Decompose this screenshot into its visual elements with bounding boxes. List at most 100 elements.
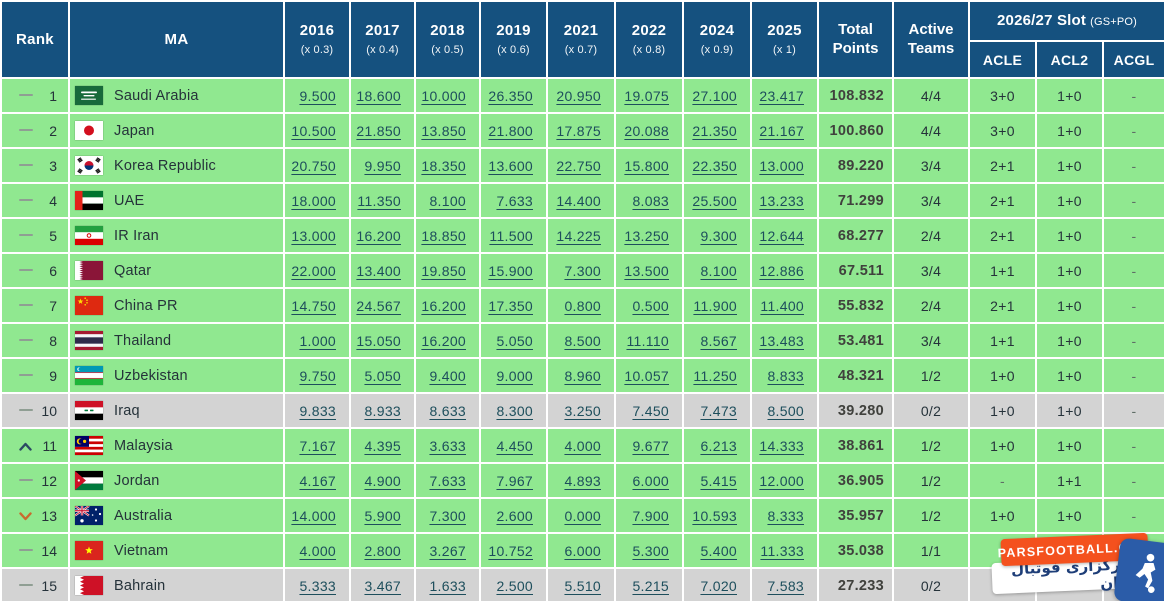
points-link[interactable]: 22.000 bbox=[291, 262, 336, 279]
points-link[interactable]: 9.833 bbox=[299, 402, 336, 419]
points-link[interactable]: 1.000 bbox=[299, 332, 336, 349]
points-link[interactable]: 2.500 bbox=[496, 577, 533, 594]
points-link[interactable]: 11.350 bbox=[357, 192, 401, 209]
points-link[interactable]: 14.225 bbox=[556, 227, 601, 244]
points-link[interactable]: 5.510 bbox=[564, 577, 601, 594]
points-link[interactable]: 7.900 bbox=[632, 507, 669, 524]
points-link[interactable]: 9.500 bbox=[299, 87, 336, 104]
points-link[interactable]: 0.500 bbox=[632, 297, 669, 314]
points-link[interactable]: 19.850 bbox=[421, 262, 466, 279]
points-link[interactable]: 8.500 bbox=[767, 402, 804, 419]
points-link[interactable]: 4.167 bbox=[299, 472, 336, 489]
points-link[interactable]: 16.200 bbox=[421, 297, 466, 314]
points-link[interactable]: 17.875 bbox=[556, 122, 601, 139]
points-link[interactable]: 14.000 bbox=[291, 507, 336, 524]
points-link[interactable]: 9.950 bbox=[364, 157, 401, 174]
points-link[interactable]: 3.467 bbox=[364, 577, 401, 594]
points-link[interactable]: 4.000 bbox=[564, 437, 601, 454]
points-link[interactable]: 25.500 bbox=[692, 192, 737, 209]
points-link[interactable]: 13.400 bbox=[356, 262, 401, 279]
points-link[interactable]: 12.644 bbox=[759, 227, 804, 244]
points-link[interactable]: 15.900 bbox=[488, 262, 533, 279]
points-link[interactable]: 5.050 bbox=[364, 367, 401, 384]
points-link[interactable]: 8.333 bbox=[767, 507, 804, 524]
points-link[interactable]: 12.886 bbox=[759, 262, 804, 279]
points-link[interactable]: 7.167 bbox=[299, 437, 336, 454]
points-link[interactable]: 6.213 bbox=[700, 437, 737, 454]
points-link[interactable]: 3.633 bbox=[429, 437, 466, 454]
points-link[interactable]: 4.900 bbox=[364, 472, 401, 489]
points-link[interactable]: 6.000 bbox=[632, 472, 669, 489]
points-link[interactable]: 26.350 bbox=[488, 87, 533, 104]
points-link[interactable]: 11.900 bbox=[693, 297, 737, 314]
points-link[interactable]: 8.100 bbox=[700, 262, 737, 279]
points-link[interactable]: 22.350 bbox=[692, 157, 737, 174]
points-link[interactable]: 17.350 bbox=[488, 297, 533, 314]
points-link[interactable]: 10.057 bbox=[624, 367, 669, 384]
points-link[interactable]: 8.567 bbox=[700, 332, 737, 349]
points-link[interactable]: 8.633 bbox=[429, 402, 466, 419]
points-link[interactable]: 8.100 bbox=[429, 192, 466, 209]
points-link[interactable]: 4.000 bbox=[299, 542, 336, 559]
points-link[interactable]: 10.500 bbox=[291, 122, 336, 139]
points-link[interactable]: 5.333 bbox=[299, 577, 336, 594]
points-link[interactable]: 23.417 bbox=[759, 87, 804, 104]
points-link[interactable]: 15.800 bbox=[624, 157, 669, 174]
points-link[interactable]: 9.300 bbox=[700, 227, 737, 244]
points-link[interactable]: 20.750 bbox=[291, 157, 336, 174]
points-link[interactable]: 13.000 bbox=[759, 157, 804, 174]
points-link[interactable]: 16.200 bbox=[356, 227, 401, 244]
points-link[interactable]: 7.633 bbox=[496, 192, 533, 209]
points-link[interactable]: 13.483 bbox=[759, 332, 804, 349]
points-link[interactable]: 18.000 bbox=[291, 192, 336, 209]
points-link[interactable]: 7.473 bbox=[700, 402, 737, 419]
points-link[interactable]: 11.500 bbox=[489, 227, 533, 244]
points-link[interactable]: 10.752 bbox=[488, 542, 533, 559]
points-link[interactable]: 24.567 bbox=[356, 297, 401, 314]
points-link[interactable]: 5.050 bbox=[496, 332, 533, 349]
points-link[interactable]: 16.200 bbox=[421, 332, 466, 349]
points-link[interactable]: 13.850 bbox=[421, 122, 466, 139]
points-link[interactable]: 11.250 bbox=[693, 367, 737, 384]
points-link[interactable]: 6.000 bbox=[564, 542, 601, 559]
points-link[interactable]: 5.300 bbox=[632, 542, 669, 559]
points-link[interactable]: 3.267 bbox=[429, 542, 466, 559]
points-link[interactable]: 22.750 bbox=[556, 157, 601, 174]
points-link[interactable]: 2.600 bbox=[496, 507, 533, 524]
points-link[interactable]: 7.020 bbox=[700, 577, 737, 594]
points-link[interactable]: 1.633 bbox=[429, 577, 466, 594]
points-link[interactable]: 7.450 bbox=[632, 402, 669, 419]
points-link[interactable]: 21.850 bbox=[356, 122, 401, 139]
points-link[interactable]: 14.333 bbox=[759, 437, 804, 454]
points-link[interactable]: 5.415 bbox=[700, 472, 737, 489]
points-link[interactable]: 4.893 bbox=[564, 472, 601, 489]
points-link[interactable]: 4.450 bbox=[496, 437, 533, 454]
points-link[interactable]: 13.600 bbox=[488, 157, 533, 174]
points-link[interactable]: 5.900 bbox=[364, 507, 401, 524]
points-link[interactable]: 19.075 bbox=[624, 87, 669, 104]
points-link[interactable]: 14.400 bbox=[556, 192, 601, 209]
points-link[interactable]: 9.000 bbox=[496, 367, 533, 384]
points-link[interactable]: 10.000 bbox=[421, 87, 466, 104]
points-link[interactable]: 8.083 bbox=[632, 192, 669, 209]
points-link[interactable]: 13.233 bbox=[759, 192, 804, 209]
points-link[interactable]: 18.600 bbox=[356, 87, 401, 104]
points-link[interactable]: 9.400 bbox=[429, 367, 466, 384]
points-link[interactable]: 11.333 bbox=[760, 542, 804, 559]
points-link[interactable]: 8.500 bbox=[564, 332, 601, 349]
points-link[interactable]: 11.400 bbox=[760, 297, 804, 314]
points-link[interactable]: 8.960 bbox=[564, 367, 601, 384]
points-link[interactable]: 13.000 bbox=[291, 227, 336, 244]
points-link[interactable]: 3.250 bbox=[564, 402, 601, 419]
points-link[interactable]: 8.833 bbox=[767, 367, 804, 384]
points-link[interactable]: 0.800 bbox=[564, 297, 601, 314]
points-link[interactable]: 8.933 bbox=[364, 402, 401, 419]
points-link[interactable]: 20.088 bbox=[624, 122, 669, 139]
points-link[interactable]: 7.300 bbox=[564, 262, 601, 279]
points-link[interactable]: 4.395 bbox=[364, 437, 401, 454]
points-link[interactable]: 7.300 bbox=[429, 507, 466, 524]
points-link[interactable]: 10.593 bbox=[692, 507, 737, 524]
points-link[interactable]: 11.110 bbox=[626, 332, 669, 349]
points-link[interactable]: 9.677 bbox=[632, 437, 669, 454]
points-link[interactable]: 9.750 bbox=[299, 367, 336, 384]
